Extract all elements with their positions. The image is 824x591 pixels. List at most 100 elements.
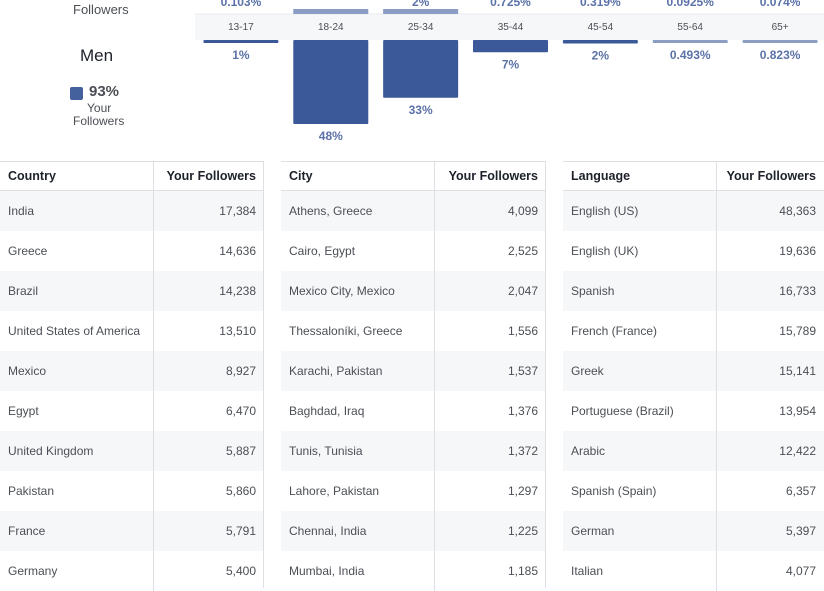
- men-bar: [203, 40, 279, 43]
- city-name-cell: Mumbai, India: [281, 550, 435, 591]
- language-followers-cell: 15,141: [716, 350, 824, 391]
- women-value-label: 2%: [412, 0, 430, 9]
- city-table: City Your Followers Athens, Greece 4,099 C…: [281, 161, 546, 591]
- city-followers-cell: 2,047: [434, 270, 546, 311]
- table-row: Baghdad, Iraq 1,376: [281, 390, 546, 431]
- country-followers-cell: 17,384: [153, 190, 264, 231]
- men-bar: [383, 40, 459, 98]
- age-category-label: 18-24: [318, 22, 344, 33]
- men-percent: 93%: [89, 83, 120, 100]
- table-row: United States of America 13,510: [0, 310, 264, 351]
- country-name-cell: France: [0, 510, 154, 551]
- age-category-label: 65+: [772, 22, 789, 33]
- city-header[interactable]: City: [281, 161, 435, 191]
- table-row: Germany 5,400: [0, 550, 264, 591]
- language-name-cell: French (France): [563, 310, 717, 351]
- language-table: Language Your Followers English (US) 48,3…: [563, 161, 824, 591]
- language-name-cell: Spanish: [563, 270, 717, 311]
- table-row: Mumbai, India 1,185: [281, 550, 546, 591]
- city-name-cell: Lahore, Pakistan: [281, 470, 435, 511]
- age-category-label: 55-64: [677, 22, 703, 33]
- country-name-cell: United Kingdom: [0, 430, 154, 471]
- women-bar: [293, 9, 369, 14]
- age-category-label: 13-17: [228, 22, 254, 33]
- country-followers-cell: 14,636: [219, 243, 256, 258]
- city-name-cell: Mexico City, Mexico: [281, 270, 435, 311]
- table-row: English (US) 48,363: [563, 190, 824, 231]
- country-name-cell: Egypt: [0, 390, 154, 431]
- country-name-cell: Mexico: [0, 350, 154, 391]
- country-followers-cell: 5,887: [153, 430, 264, 471]
- city-name-cell: Baghdad, Iraq: [281, 390, 435, 431]
- country-name-cell: Brazil: [0, 270, 154, 311]
- country-table: Country Your Followers India 17,384 Greece…: [0, 161, 264, 591]
- city-followers-cell: 1,376: [507, 403, 538, 418]
- country-followers-cell: 5,791: [153, 510, 264, 551]
- city-followers-header[interactable]: Your Followers: [434, 161, 546, 191]
- table-row: Spanish 16,733: [563, 270, 824, 311]
- men-bar: [473, 40, 548, 53]
- country-followers-header[interactable]: Your Followers: [153, 161, 264, 191]
- city-followers-cell: 1,372: [434, 430, 546, 471]
- language-name-cell: Arabic: [563, 430, 717, 471]
- language-followers-header[interactable]: Your Followers: [716, 161, 824, 191]
- table-row: France 5,791: [0, 510, 264, 551]
- language-followers-cell: 13,954: [779, 403, 816, 418]
- table-row: Italian 4,077: [563, 550, 824, 591]
- men-value-label: 0.823%: [760, 48, 801, 62]
- country-name-cell: Greece: [0, 230, 154, 271]
- language-name-cell: Portuguese (Brazil): [563, 390, 717, 431]
- table-divider: [263, 161, 264, 588]
- language-name-cell: English (US): [563, 190, 717, 231]
- country-name-cell: Germany: [0, 550, 154, 591]
- city-followers-cell: 1,185: [507, 563, 538, 578]
- table-row: Greece 14,636: [0, 230, 264, 271]
- table-row: Mexico 8,927: [0, 350, 264, 391]
- men-bar: [562, 40, 638, 44]
- women-value-label: 0.725%: [490, 0, 531, 9]
- city-followers-cell: 1,225: [434, 510, 546, 551]
- age-category-label: 25-34: [408, 22, 434, 33]
- age-gender-chart-area: Followers Men 93% Your Followers 0.103% 1…: [0, 0, 824, 160]
- age-category-label: 45-54: [588, 22, 614, 33]
- men-value-label: 1%: [232, 48, 250, 62]
- table-row: Mexico City, Mexico 2,047: [281, 270, 546, 311]
- table-row: Spanish (Spain) 6,357: [563, 470, 824, 511]
- country-followers-cell: 13,510: [219, 323, 256, 338]
- women-value-label: 0.319%: [580, 0, 621, 9]
- men-sub-label-your: Your: [87, 101, 112, 115]
- country-name-cell: Pakistan: [0, 470, 154, 511]
- country-followers-cell: 8,927: [153, 350, 264, 391]
- table-header-row: City Your Followers: [281, 161, 546, 191]
- gender-legend: Followers Men 93% Your Followers: [0, 0, 195, 160]
- language-header[interactable]: Language: [563, 161, 717, 191]
- men-color-swatch: [70, 87, 83, 100]
- language-name-cell: Italian: [563, 550, 717, 591]
- women-value-label: 0.074%: [760, 0, 801, 9]
- table-row: German 5,397: [563, 510, 824, 551]
- language-followers-cell: 6,357: [785, 483, 816, 498]
- country-name-cell: United States of America: [0, 310, 154, 351]
- women-followers-label: Followers: [73, 2, 129, 17]
- men-bar: [293, 40, 369, 124]
- language-followers-cell: 19,636: [779, 243, 816, 258]
- table-divider: [545, 161, 546, 588]
- table-row: Greek 15,141: [563, 350, 824, 391]
- country-followers-cell: 14,238: [153, 270, 264, 311]
- men-value-label: 2%: [592, 49, 610, 63]
- country-header[interactable]: Country: [0, 161, 154, 191]
- table-row: Portuguese (Brazil) 13,954: [563, 390, 824, 431]
- table-row: English (UK) 19,636: [563, 230, 824, 271]
- men-bar: [652, 40, 728, 43]
- country-followers-cell: 6,470: [225, 403, 256, 418]
- table-row: Lahore, Pakistan 1,297: [281, 470, 546, 511]
- table-row: Thessaloníki, Greece 1,556: [281, 310, 546, 351]
- table-header-row: Country Your Followers: [0, 161, 264, 191]
- city-followers-cell: 1,556: [507, 323, 538, 338]
- men-value-label: 0.493%: [670, 48, 711, 62]
- men-value-label: 7%: [502, 57, 520, 71]
- city-followers-cell: 1,297: [507, 483, 538, 498]
- city-name-cell: Tunis, Tunisia: [281, 430, 435, 471]
- language-followers-cell: 4,077: [785, 563, 816, 578]
- language-name-cell: German: [563, 510, 717, 551]
